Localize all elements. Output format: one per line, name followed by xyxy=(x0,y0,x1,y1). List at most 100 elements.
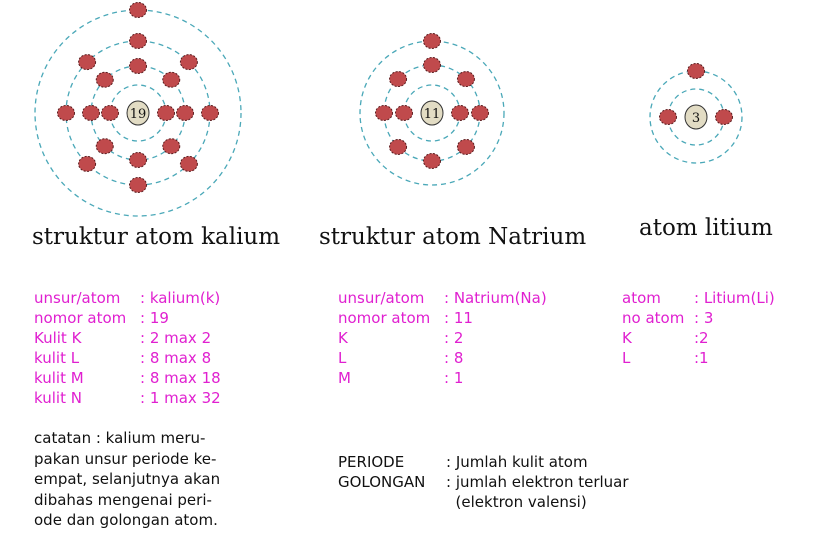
electron xyxy=(129,2,147,18)
definition-value: : jumlah elektron terluar xyxy=(446,473,629,491)
info-value: : 8 xyxy=(444,349,464,367)
electron xyxy=(456,138,475,155)
electron xyxy=(129,177,147,193)
info-key: unsur/atom xyxy=(338,289,425,307)
electron xyxy=(687,63,705,79)
info-row: unsur/atom : Natrium(Na) xyxy=(338,288,547,308)
info-key: atom xyxy=(622,289,661,307)
info-value: : 3 xyxy=(694,309,714,327)
info-key: kulit L xyxy=(34,349,80,367)
electron xyxy=(129,58,147,74)
info-row: kulit M : 8 max 18 xyxy=(34,368,221,388)
info-value: : Natrium(Na) xyxy=(444,289,547,307)
electron xyxy=(162,138,181,155)
electron xyxy=(423,57,441,73)
electron xyxy=(95,138,114,155)
atom-natrium: 11 xyxy=(359,33,505,186)
note-line: pakan unsur periode ke- xyxy=(34,449,217,468)
kalium-title: struktur atom kalium xyxy=(32,224,281,250)
info-key: K xyxy=(622,329,632,347)
info-row: L : 8 xyxy=(338,348,547,368)
electron xyxy=(129,33,147,49)
info-key: no atom xyxy=(622,309,685,327)
definition-row: PERIODE : Jumlah kulit atom xyxy=(338,452,629,472)
definition-value: (elektron valensi) xyxy=(446,493,587,511)
info-key: L xyxy=(622,349,631,367)
note-line: empat, selanjutnya akan xyxy=(34,470,221,488)
info-value: : 8 max 18 xyxy=(140,369,221,387)
info-row: nomor atom: 11 xyxy=(338,308,547,328)
electron xyxy=(176,105,194,121)
electron xyxy=(179,54,198,71)
info-row: Kulit K : 2 max 2 xyxy=(34,328,221,348)
electron xyxy=(57,105,75,121)
atom-kalium: 19 xyxy=(34,2,242,217)
definition-value: : Jumlah kulit atom xyxy=(446,453,588,471)
electron xyxy=(78,54,97,71)
litium-info: atom : Litium(Li) no atom : 3 K :2 L :1 xyxy=(622,288,775,368)
electron xyxy=(659,109,677,125)
info-key: M xyxy=(338,369,351,387)
electron xyxy=(95,71,114,88)
atom-litium: 3 xyxy=(649,63,743,164)
electron xyxy=(389,71,408,88)
electron xyxy=(456,71,475,88)
info-value: : 2 xyxy=(444,329,464,347)
note-line: dibahas mengenai peri- xyxy=(34,490,212,509)
electron xyxy=(423,33,441,49)
info-row: kulit L : 8 max 8 xyxy=(34,348,221,368)
definition-row: (elektron valensi) xyxy=(338,492,629,512)
electron xyxy=(129,152,147,168)
info-value: : 8 max 8 xyxy=(140,349,212,367)
nucleus-label: 11 xyxy=(424,107,441,122)
electron xyxy=(179,155,198,172)
definition-key: PERIODE xyxy=(338,453,405,471)
info-key: K xyxy=(338,329,348,347)
info-key: kulit M xyxy=(34,369,84,387)
kalium-note: catatan : kalium meru-pakan unsur period… xyxy=(34,428,220,531)
electron xyxy=(101,105,119,121)
litium-title: atom litium xyxy=(639,215,773,241)
electron-shell xyxy=(359,40,505,186)
note-line: ode dan golongan atom. xyxy=(34,511,218,529)
electron xyxy=(451,105,469,121)
electron xyxy=(375,105,393,121)
electron-shell xyxy=(34,9,242,217)
definitions: PERIODE : Jumlah kulit atom GOLONGAN : juml… xyxy=(338,452,629,512)
definition-key: GOLONGAN xyxy=(338,473,426,491)
natrium-title: struktur atom Natrium xyxy=(319,224,587,250)
info-value: : 19 xyxy=(140,309,169,327)
nucleus xyxy=(684,104,708,130)
electron xyxy=(162,71,181,88)
info-key: L xyxy=(338,349,347,367)
note-line: catatan : kalium meru- xyxy=(34,429,206,447)
info-value: : Litium(Li) xyxy=(694,289,775,307)
natrium-info: unsur/atom : Natrium(Na) nomor atom: 11 K : … xyxy=(338,288,547,388)
info-value: : 1 xyxy=(444,369,464,387)
info-value: :2 xyxy=(694,329,709,347)
info-row: L :1 xyxy=(622,348,775,368)
electron xyxy=(715,109,733,125)
info-row: nomor atom : 19 xyxy=(34,308,221,328)
info-value: :1 xyxy=(694,349,709,367)
kalium-info: unsur/atom: kalium(k) nomor atom: 19 Kulit… xyxy=(34,288,221,408)
electron xyxy=(423,153,441,169)
info-key: unsur/atom xyxy=(34,289,121,307)
info-row: K : 2 xyxy=(338,328,547,348)
nucleus-label: 3 xyxy=(692,111,700,126)
electron xyxy=(157,105,175,121)
electron xyxy=(389,138,408,155)
nucleus xyxy=(420,100,444,126)
electron xyxy=(82,105,100,121)
definition-row: GOLONGAN : jumlah elektron terluar xyxy=(338,472,629,492)
info-value: : 2 max 2 xyxy=(140,329,212,347)
info-key: Kulit K xyxy=(34,329,82,347)
atom-diagrams: 19 11 3 xyxy=(34,2,743,217)
info-key: nomor atom xyxy=(34,309,127,327)
info-row: unsur/atom: kalium(k) xyxy=(34,288,221,308)
definition-key xyxy=(338,492,446,512)
info-row: K :2 xyxy=(622,328,775,348)
info-value: : 1 max 32 xyxy=(140,389,221,407)
info-row: no atom : 3 xyxy=(622,308,775,328)
electron xyxy=(471,105,489,121)
